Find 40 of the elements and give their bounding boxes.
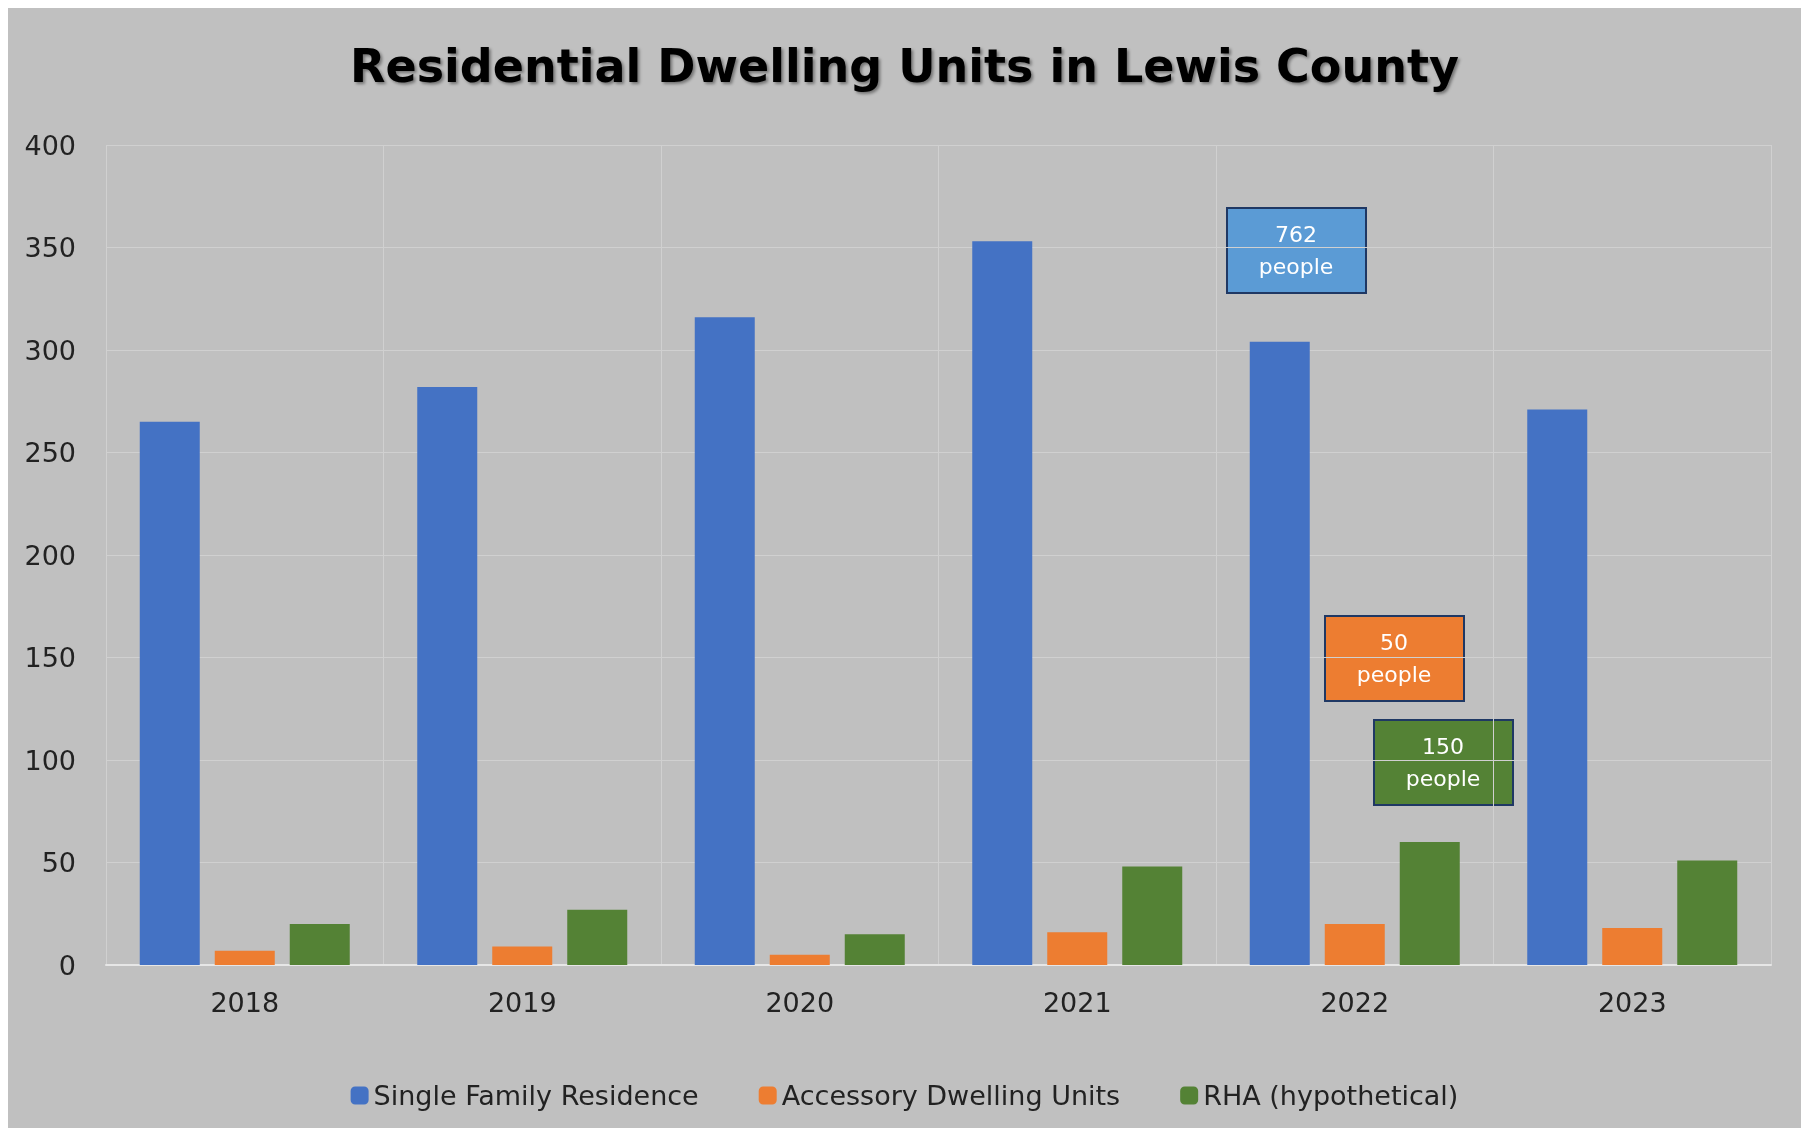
bar [492,946,553,965]
bar [214,950,275,965]
bar [1527,409,1588,965]
y-tick-label: 50 [41,847,76,878]
y-tick-label: 150 [24,642,76,673]
y-tick-label: 250 [24,437,76,468]
x-tick-label: 2023 [1597,987,1667,1018]
y-tick-label: 200 [24,539,76,571]
legend-label: Accessory Dwelling Units [781,1080,1121,1111]
bar [567,909,628,965]
annotation: 50 people [1356,629,1432,687]
bar [844,934,905,965]
legend-label: Single Family Residence [373,1080,699,1111]
bar [1249,341,1310,965]
y-tick-label: 350 [24,232,76,263]
chart-title: Residential Dwelling Units in Lewis County [350,39,1459,93]
y-tick-label: 0 [58,949,76,981]
bar [1122,866,1183,965]
bar [769,954,830,965]
x-tick-label: 2020 [765,987,835,1018]
bar [1047,932,1108,965]
x-tick-label: 2021 [1042,987,1112,1018]
annotation: 150 people [1405,733,1481,791]
y-tick-label: 400 [24,129,76,161]
bar [289,924,350,965]
bar [139,421,200,965]
bar [1602,928,1663,965]
y-tick-label: 300 [24,334,76,366]
bar [694,317,755,965]
x-tick-label: 2022 [1320,987,1390,1018]
bar [417,386,478,965]
legend-label: RHA (hypothetical) [1203,1080,1459,1111]
bar [1324,924,1385,965]
bar [972,241,1033,965]
annotation: 762 people [1258,221,1334,279]
x-tick-label: 2019 [487,987,557,1018]
bar [1677,860,1738,965]
x-tick-label: 2018 [210,987,280,1018]
y-tick-label: 100 [24,744,76,776]
bar [1399,842,1460,965]
